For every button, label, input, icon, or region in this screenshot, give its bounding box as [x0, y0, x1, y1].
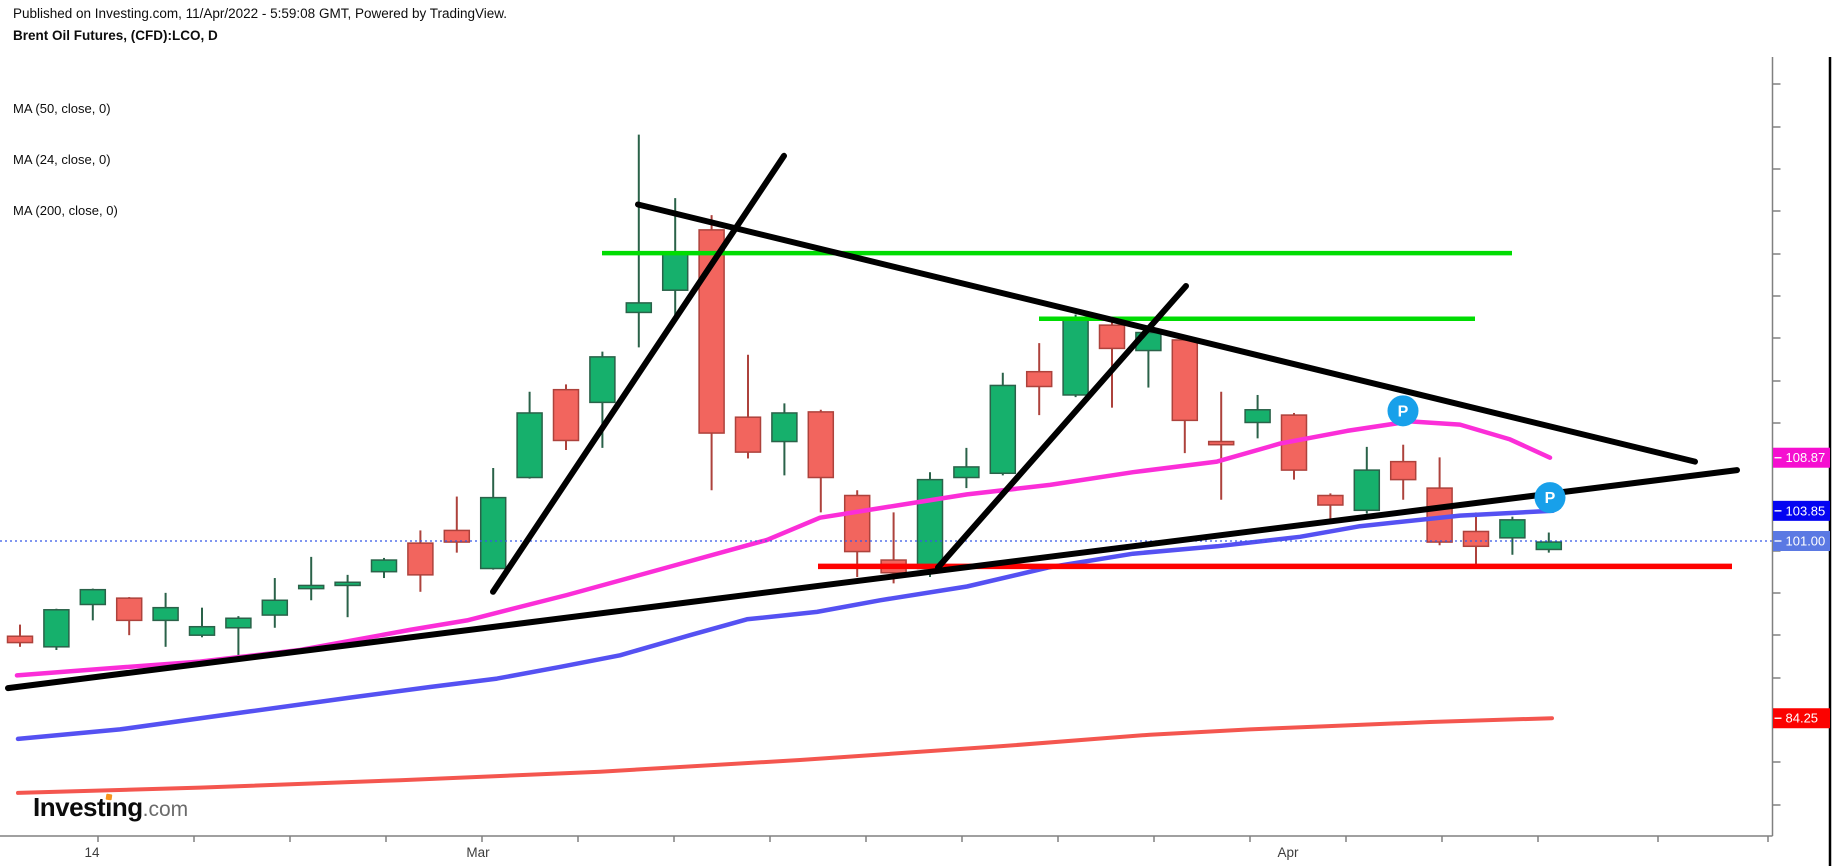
candle — [734, 354, 762, 459]
axes-layer: 14 Mar Apr — [0, 57, 1832, 866]
investing-logo: Investı ng.com — [33, 792, 189, 822]
ma-legend: MA (50, close, 0) MA (24, close, 0) MA (… — [13, 66, 118, 253]
time-axis-label: Apr — [1277, 845, 1299, 860]
ma-legend-200: MA (200, close, 0) — [13, 203, 118, 218]
candle — [297, 556, 325, 601]
candle — [334, 574, 361, 618]
trendline-descending-resistance — [635, 201, 1698, 465]
candle — [916, 472, 944, 577]
price-labels-layer: 108.87 103.85 101.00 84.25 — [1773, 447, 1830, 729]
candle — [589, 351, 616, 448]
candle — [989, 372, 1017, 476]
candle — [1317, 493, 1344, 524]
candle — [1499, 516, 1526, 555]
time-axis-label: Mar — [466, 845, 490, 860]
candle — [188, 607, 216, 638]
candle — [1353, 446, 1381, 514]
candle — [516, 391, 543, 479]
candle — [370, 557, 398, 579]
trendline-ascending-support — [5, 467, 1740, 692]
candle — [152, 592, 179, 647]
ma-line-ma-24 — [14, 419, 1553, 678]
candle — [115, 597, 143, 636]
candle — [43, 608, 70, 650]
svg-text:108.87: 108.87 — [1786, 450, 1826, 465]
candle — [79, 588, 107, 621]
published-line: Published on Investing.com, 11/Apr/2022 … — [13, 6, 508, 21]
levels-layer — [0, 250, 1772, 570]
position-marker[interactable]: P — [1534, 482, 1566, 514]
candle — [407, 530, 434, 592]
candle — [1025, 343, 1053, 416]
svg-text:84.25: 84.25 — [1786, 711, 1819, 726]
candle — [953, 447, 980, 489]
candle — [225, 616, 252, 656]
candle — [479, 467, 507, 570]
ma-legend-24: MA (24, close, 0) — [13, 152, 111, 167]
svg-text:P: P — [1398, 403, 1409, 420]
price-label-current-price: 101.00 — [1773, 531, 1830, 551]
candle — [1389, 444, 1417, 500]
price-label-ma50-last-value: 103.85 — [1773, 500, 1830, 521]
trendlines-layer — [5, 152, 1740, 692]
svg-text:103.85: 103.85 — [1786, 503, 1826, 518]
candle — [1098, 321, 1126, 408]
svg-text:101.00: 101.00 — [1786, 534, 1826, 549]
candle — [1535, 532, 1563, 553]
candle — [1171, 337, 1199, 454]
logo-orange-dot-icon — [105, 793, 112, 800]
candle — [807, 409, 835, 513]
svg-text:P: P — [1545, 490, 1556, 507]
price-label-ma200-last-value: 84.25 — [1773, 708, 1830, 729]
logo-suffix: .com — [142, 798, 189, 821]
candle — [1244, 394, 1271, 439]
candle — [261, 578, 289, 628]
trendline-steep-channel-right — [935, 282, 1189, 571]
time-axis-label: 14 — [84, 845, 100, 860]
position-marker[interactable]: P — [1387, 395, 1419, 427]
price-label-ma24-last-value: 108.87 — [1773, 447, 1830, 468]
candle — [1426, 457, 1453, 546]
candle — [443, 496, 471, 553]
ma-legend-50: MA (50, close, 0) — [13, 101, 111, 116]
symbol-title: Brent Oil Futures, (CFD):LCO, D — [13, 28, 218, 43]
candle — [843, 490, 871, 577]
candle — [552, 384, 580, 450]
candle — [1207, 391, 1235, 500]
candle — [771, 403, 798, 476]
candle — [625, 134, 653, 348]
candle — [1280, 412, 1308, 480]
candle — [6, 624, 34, 647]
candle — [1062, 314, 1089, 398]
ma-line-ma-200 — [16, 716, 1554, 795]
ma-line-ma-50 — [15, 508, 1556, 742]
markers-layer[interactable]: PP — [1387, 395, 1566, 514]
candles-layer — [6, 134, 1563, 656]
